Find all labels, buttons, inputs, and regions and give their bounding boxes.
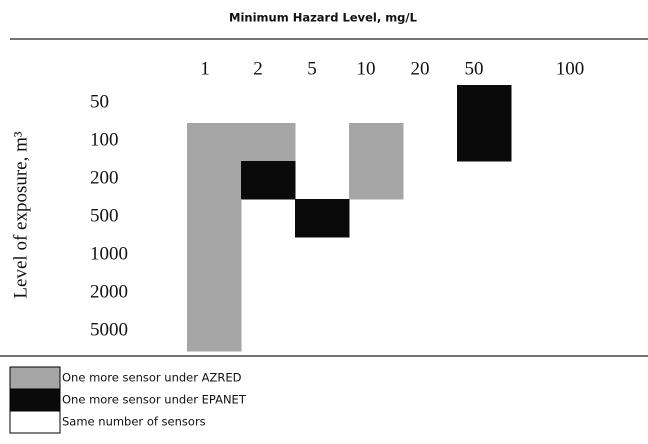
column-header: 5	[307, 58, 317, 79]
cell	[187, 123, 242, 162]
row-header: 100	[90, 129, 119, 150]
column-header: 1	[200, 58, 210, 79]
legend-swatch	[9, 410, 61, 434]
legend-label: One more sensor under EPANET	[62, 393, 247, 407]
column-header: 50	[465, 58, 484, 79]
cell	[457, 123, 512, 162]
cell	[349, 161, 404, 200]
cell	[349, 123, 404, 162]
row-header: 2000	[90, 281, 128, 302]
cell	[187, 161, 242, 200]
chart-title: Minimum Hazard Level, mg/L	[229, 11, 418, 25]
row-header: 50	[90, 91, 109, 112]
cell	[187, 237, 242, 276]
row-header: 1000	[90, 243, 128, 264]
y-axis-label: Level of exposure, m³	[10, 131, 31, 298]
cell	[457, 85, 512, 124]
legend-swatch	[9, 388, 61, 412]
legend-swatch	[9, 366, 61, 390]
legend-label: Same number of sensors	[62, 415, 206, 429]
cell	[187, 275, 242, 314]
cell	[241, 161, 296, 200]
row-header: 5000	[90, 319, 128, 340]
legend-label: One more sensor under AZRED	[62, 371, 242, 385]
column-header: 100	[556, 58, 585, 79]
cell	[187, 313, 242, 352]
row-header: 500	[90, 205, 119, 226]
cell	[187, 199, 242, 238]
cell	[295, 199, 350, 238]
cell	[241, 123, 296, 162]
column-header: 10	[357, 58, 376, 79]
row-header: 200	[90, 167, 119, 188]
column-header: 20	[411, 58, 430, 79]
column-header: 2	[253, 58, 263, 79]
